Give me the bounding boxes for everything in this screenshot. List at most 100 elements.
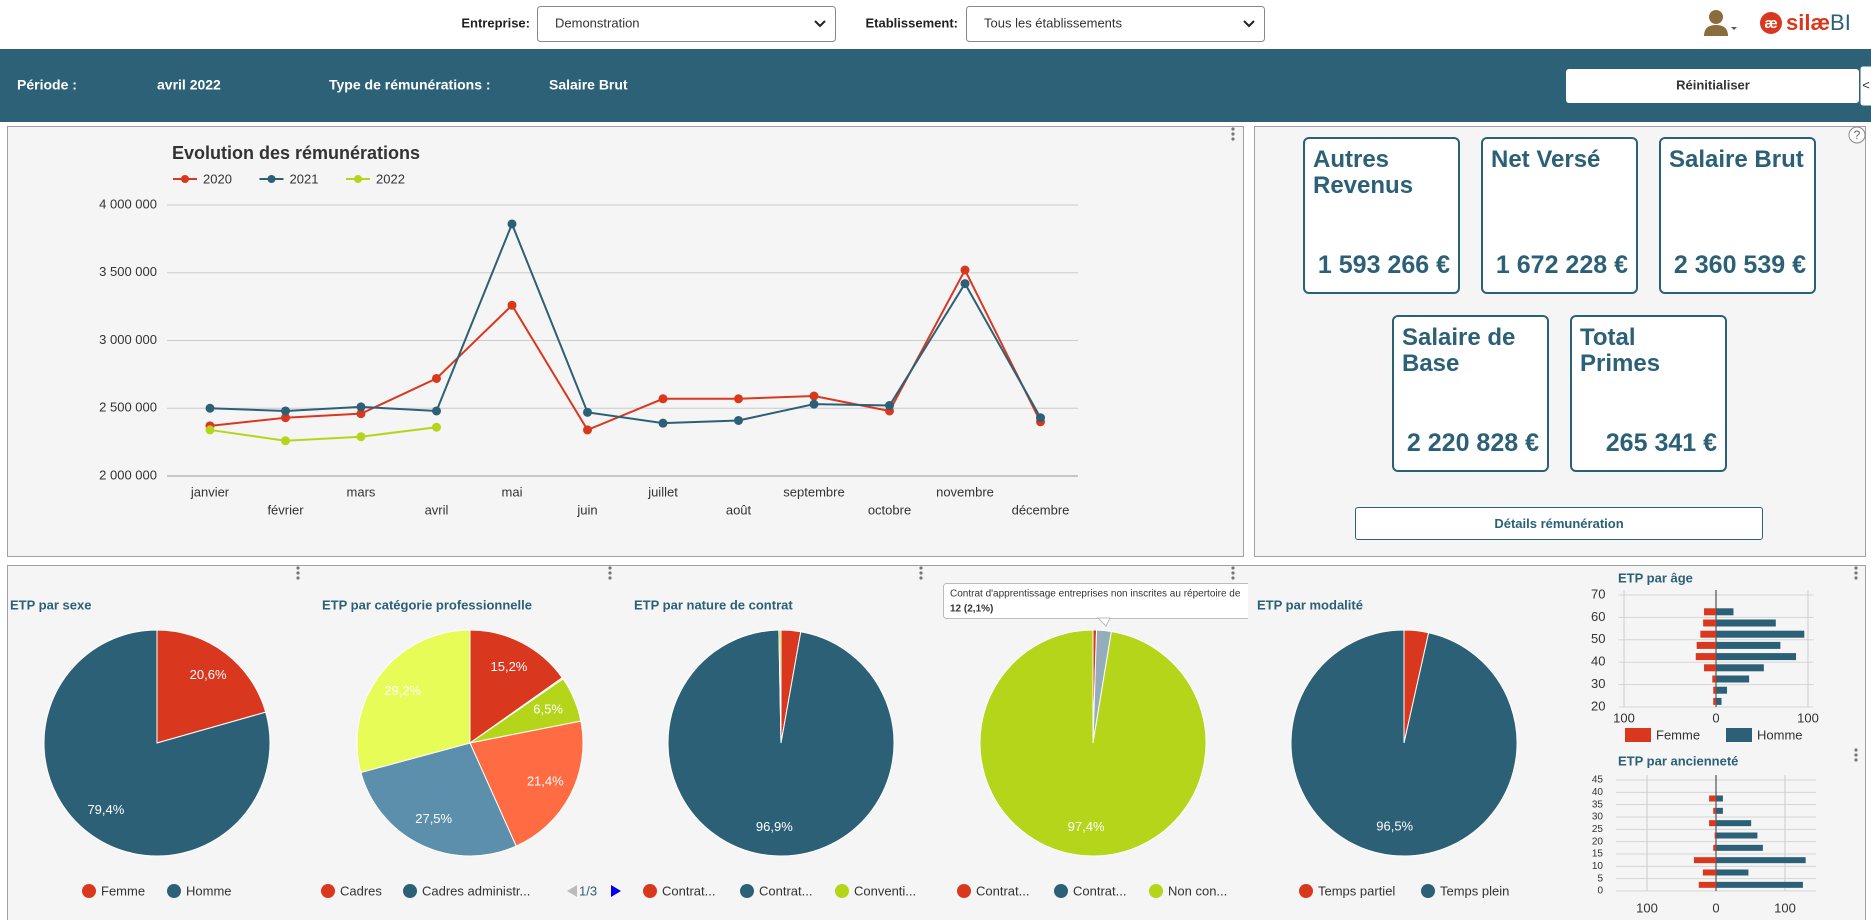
y-tick-label: 30	[1591, 676, 1605, 691]
bar	[1704, 664, 1716, 672]
menu-dot[interactable]	[296, 576, 300, 580]
reset-button[interactable]: Réinitialiser	[1566, 69, 1859, 103]
bar	[1716, 664, 1764, 672]
menu-dot[interactable]	[608, 566, 612, 570]
period-label: Période :	[17, 77, 77, 93]
select-value[interactable]: Tous les établissements	[984, 15, 1123, 30]
help-text[interactable]: ?	[1854, 128, 1861, 142]
data-point	[1036, 413, 1045, 423]
menu-dot[interactable]	[1231, 127, 1235, 131]
collapse-tab[interactable]: <	[1859, 65, 1871, 107]
user-icon-body[interactable]	[1704, 25, 1728, 36]
chevron[interactable]	[814, 20, 826, 28]
legend-label[interactable]: Homme	[186, 883, 232, 898]
select-box[interactable]	[966, 6, 1265, 42]
data-point	[885, 401, 894, 411]
bar	[1716, 675, 1750, 683]
legend-label: 2020	[203, 171, 232, 186]
pie-slice	[360, 742, 517, 857]
user-caret[interactable]	[1731, 27, 1737, 30]
menu-dot[interactable]	[1231, 132, 1235, 136]
site-select[interactable]: Tous les établissements	[966, 6, 1265, 42]
logo-icon: æ	[1764, 15, 1777, 32]
y-tick-label: 10	[1592, 861, 1604, 872]
menu-dot[interactable]	[1231, 576, 1235, 580]
collapse-text[interactable]: <	[1862, 77, 1870, 92]
help-icon[interactable]	[1848, 126, 1866, 144]
menu-dot[interactable]	[1854, 758, 1858, 762]
legend-marker	[321, 884, 335, 898]
slice-label: 96,9%	[756, 819, 793, 834]
legend-label[interactable]: Non con...	[1168, 883, 1227, 898]
menu-dot[interactable]	[1854, 571, 1858, 575]
type-label: Type de rémunérations :	[329, 77, 491, 93]
bar-title: ETP par âge	[1618, 570, 1693, 585]
legend-label[interactable]: Femme	[1656, 727, 1700, 742]
user-icon-head[interactable]	[1709, 10, 1723, 24]
series-line	[209, 267, 1042, 432]
x-tick-label: 0	[1712, 900, 1719, 915]
bar	[1716, 653, 1797, 661]
bar	[1716, 881, 1803, 888]
company-select[interactable]: Demonstration	[537, 6, 836, 42]
legend-label[interactable]: Contrat...	[759, 883, 812, 898]
legend-marker	[181, 175, 189, 183]
menu-dot[interactable]	[919, 576, 923, 580]
legend-label[interactable]: Temps partiel	[1318, 883, 1395, 898]
series-line	[209, 221, 1042, 425]
legend-label[interactable]: Conventi...	[854, 883, 916, 898]
menu-dot[interactable]	[1231, 571, 1235, 575]
chevron[interactable]	[1243, 20, 1255, 28]
kpi-value: 1 593 266 €	[1317, 251, 1450, 279]
logo-name-text: silæ	[1786, 10, 1830, 35]
select-value[interactable]: Demonstration	[555, 15, 640, 30]
menu-dot[interactable]	[1854, 748, 1858, 752]
filter-band	[0, 49, 1871, 122]
bar	[1696, 641, 1716, 649]
menu-dot[interactable]	[1231, 137, 1235, 141]
bar	[1716, 857, 1806, 864]
collapse-box[interactable]	[1859, 65, 1871, 107]
user-menu[interactable]	[1704, 10, 1737, 36]
menu-dot[interactable]	[1854, 576, 1858, 580]
y-tick-label: 50	[1591, 631, 1605, 646]
x-tick-label: février	[267, 502, 304, 517]
legend-label[interactable]: Femme	[101, 883, 145, 898]
legend-marker	[643, 884, 657, 898]
menu-dot[interactable]	[608, 576, 612, 580]
menu-dot[interactable]	[608, 571, 612, 575]
legend-label[interactable]: Cadres	[340, 883, 382, 898]
kpi-card: Salaire Brut 2 360 539 €	[1659, 137, 1816, 294]
x-tick-label: juin	[576, 502, 597, 517]
menu-dot[interactable]	[919, 566, 923, 570]
page-next[interactable]	[611, 885, 621, 897]
bar	[1716, 630, 1805, 638]
legend-label[interactable]: Contrat...	[976, 883, 1029, 898]
menu-dot[interactable]	[919, 571, 923, 575]
pie-title: ETP par catégorie professionnelle	[322, 597, 532, 612]
legend-label[interactable]: Cadres administr...	[422, 883, 530, 898]
menu-dot[interactable]	[296, 566, 300, 570]
menu-dot[interactable]	[1854, 566, 1858, 570]
reset-box[interactable]	[1566, 69, 1859, 103]
x-tick-label: avril	[425, 502, 449, 517]
legend-label[interactable]: Temps plein	[1440, 883, 1509, 898]
legend-label[interactable]: Contrat...	[662, 883, 715, 898]
x-tick-label: 100	[1636, 900, 1658, 915]
legend-label[interactable]: Contrat...	[1073, 883, 1126, 898]
reset-text[interactable]: Réinitialiser	[1676, 77, 1750, 92]
menu-dot[interactable]	[296, 571, 300, 575]
panel-menus[interactable]	[296, 127, 1858, 762]
bar	[1698, 881, 1716, 888]
bar	[1716, 807, 1723, 814]
details-button[interactable]: Détails rémunération	[1355, 507, 1763, 540]
menu-dot[interactable]	[1854, 753, 1858, 757]
select-box[interactable]	[537, 6, 836, 42]
legend-label[interactable]: Homme	[1757, 727, 1803, 742]
logo-badge	[1760, 12, 1782, 34]
kpi-title: Total Primes	[1580, 324, 1661, 377]
menu-dot[interactable]	[1231, 566, 1235, 570]
data-point	[432, 373, 441, 383]
